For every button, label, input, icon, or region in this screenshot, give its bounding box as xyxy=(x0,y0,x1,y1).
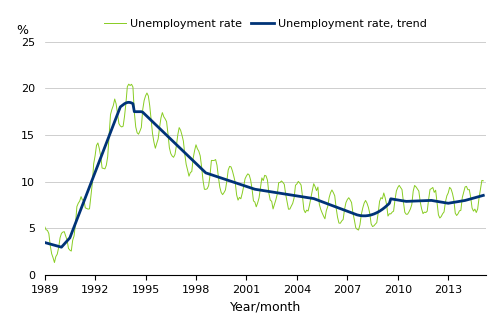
Unemployment rate xyxy=(254,201,260,205)
Unemployment rate, trend xyxy=(372,212,378,215)
Unemployment rate, trend xyxy=(186,155,192,159)
Unemployment rate xyxy=(124,85,130,89)
Unemployment rate, trend xyxy=(59,245,64,249)
Unemployment rate, trend xyxy=(254,188,260,192)
Unemployment rate xyxy=(372,222,378,226)
Unemployment rate, trend xyxy=(126,100,132,104)
Unemployment rate, trend xyxy=(124,100,130,104)
Unemployment rate xyxy=(45,228,51,232)
Line: Unemployment rate, trend: Unemployment rate, trend xyxy=(45,102,483,247)
Unemployment rate xyxy=(126,82,132,86)
Legend: Unemployment rate, Unemployment rate, trend: Unemployment rate, Unemployment rate, tr… xyxy=(99,14,432,33)
Unemployment rate, trend xyxy=(45,241,51,245)
X-axis label: Year/month: Year/month xyxy=(230,300,301,314)
Unemployment rate, trend xyxy=(480,194,486,197)
Unemployment rate xyxy=(186,174,192,178)
Unemployment rate, trend xyxy=(42,241,48,244)
Unemployment rate xyxy=(42,225,48,228)
Unemployment rate xyxy=(480,179,486,183)
Unemployment rate xyxy=(52,260,58,264)
Text: %: % xyxy=(16,24,28,37)
Line: Unemployment rate: Unemployment rate xyxy=(45,84,483,262)
Unemployment rate, trend xyxy=(171,140,177,144)
Unemployment rate xyxy=(171,156,177,159)
